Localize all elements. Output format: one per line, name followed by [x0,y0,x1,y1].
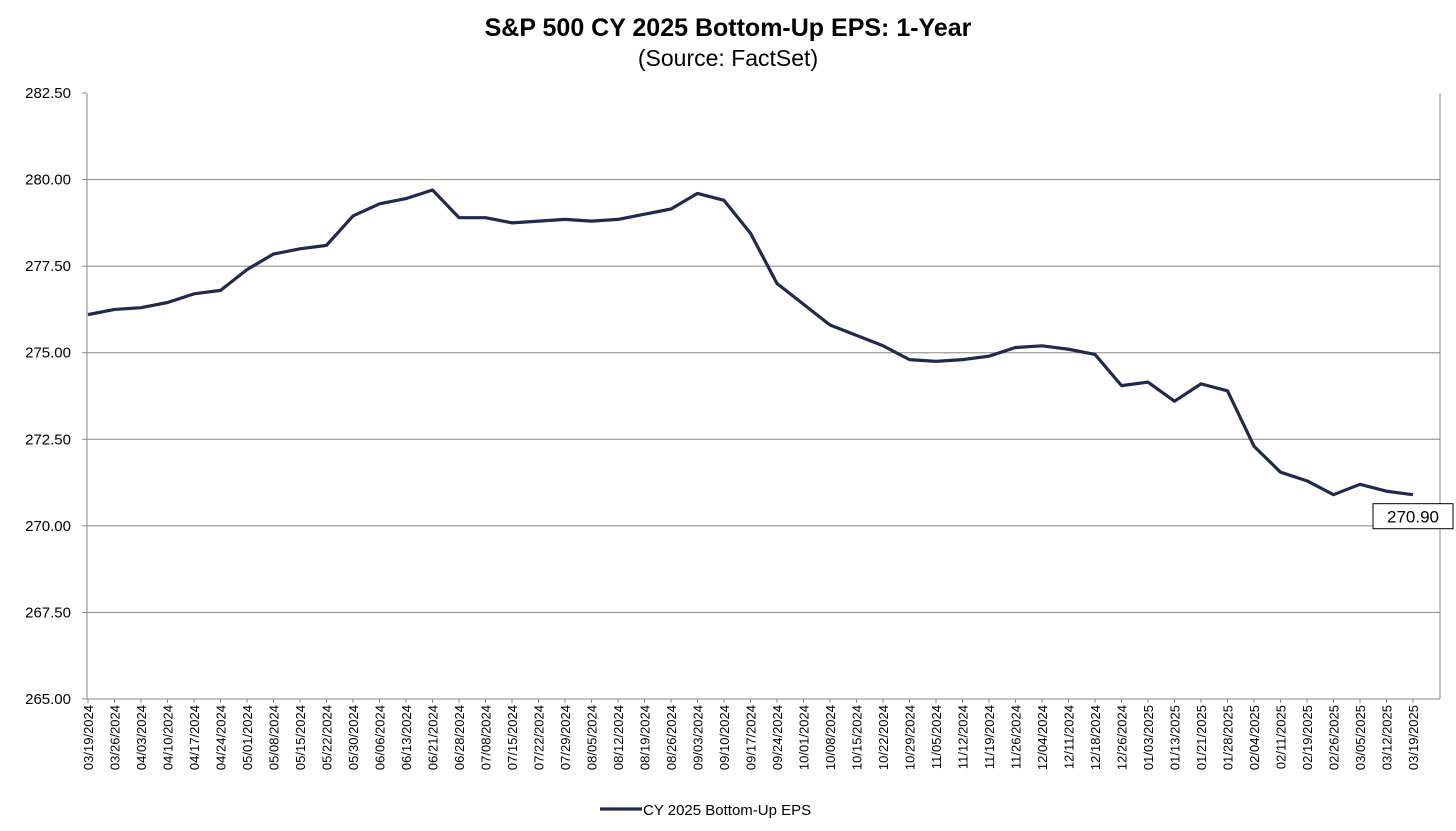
x-tick-label: 03/26/2024 [108,705,123,770]
x-tick-label: 03/05/2025 [1353,705,1368,770]
x-tick-label: 04/10/2024 [161,705,176,770]
x-tick-label: 08/12/2024 [611,705,626,770]
x-tick-label: 09/17/2024 [744,705,759,770]
x-tick-label: 12/26/2024 [1115,705,1130,770]
x-tick-label: 12/18/2024 [1088,705,1103,770]
x-tick-label: 08/26/2024 [664,705,679,770]
x-tick-label: 06/21/2024 [426,705,441,770]
line [87,188,1414,497]
x-tick-label: 03/19/2024 [81,705,96,770]
x-tick-label: 09/10/2024 [717,705,732,770]
x-tick-label: 03/12/2025 [1380,705,1395,770]
x-tick-label: 08/05/2024 [585,705,600,770]
x-tick-label: 01/21/2025 [1194,705,1209,770]
y-tick-label: 265.00 [25,691,71,708]
x-tick-label: 12/04/2024 [1035,705,1050,770]
value-label: 270.90 [1387,508,1439,527]
x-tick-label: 08/19/2024 [638,705,653,770]
x-tick-label: 05/01/2024 [240,705,255,770]
y-tick-label: 275.00 [25,345,71,362]
x-tick-label: 07/15/2024 [505,705,520,770]
value-label-box [1372,503,1454,530]
x-tick-label: 01/28/2025 [1221,705,1236,770]
x-tick-label: 11/05/2024 [929,705,944,769]
x-tick-label: 02/11/2025 [1274,705,1289,769]
x-tick-label: 10/29/2024 [903,705,918,770]
x-tick-label: 07/29/2024 [558,705,573,770]
y-tick-label: 277.50 [25,258,71,275]
x-tick-label: 01/13/2025 [1168,705,1183,770]
y-tick-label: 270.00 [25,518,71,535]
x-tick-label: 05/08/2024 [267,705,282,770]
x-tick-label: 09/03/2024 [691,705,706,770]
x-tick-label: 02/04/2025 [1247,705,1262,770]
x-tick-label: 04/24/2024 [214,705,229,770]
x-tick-label: 04/17/2024 [187,705,202,770]
chart-title: S&P 500 CY 2025 Bottom-Up EPS: 1-Year [485,14,972,42]
x-tick-label: 09/24/2024 [770,705,785,770]
x-tick-label: 02/19/2025 [1300,705,1315,770]
x-tick-label: 10/08/2024 [823,705,838,770]
y-tick-label: 282.50 [25,85,71,102]
y-tick-label: 280.00 [25,172,71,189]
x-tick-label: 06/06/2024 [373,705,388,770]
x-tick-label: 03/19/2025 [1406,705,1421,770]
x-tick-label: 02/26/2025 [1327,705,1342,770]
x-tick-label: 05/30/2024 [346,705,361,770]
x-tick-label: 04/03/2024 [134,705,149,770]
x-tick-label: 06/13/2024 [399,705,414,770]
x-tick-label: 10/22/2024 [876,705,891,770]
x-tick-label: 11/26/2024 [1009,705,1024,769]
x-tick-label: 11/12/2024 [956,705,971,769]
y-tick-label: 267.50 [25,604,71,621]
x-tick-label: 11/19/2024 [982,705,997,769]
x-tick-label: 12/11/2024 [1062,705,1077,769]
x-tick-label: 05/15/2024 [293,705,308,770]
x-tick-label: 07/22/2024 [532,705,547,770]
y-tick-label: 272.50 [25,431,71,448]
x-tick-label: 05/22/2024 [320,705,335,770]
legend-label: CY 2025 Bottom-Up EPS [643,802,811,819]
x-tick-label: 01/03/2025 [1141,705,1156,770]
x-tick-label: 06/28/2024 [452,705,467,770]
x-tick-label: 10/15/2024 [850,705,865,770]
x-tick-label: 10/01/2024 [797,705,812,770]
chart-subtitle: (Source: FactSet) [638,45,818,71]
x-tick-label: 07/08/2024 [479,705,494,770]
